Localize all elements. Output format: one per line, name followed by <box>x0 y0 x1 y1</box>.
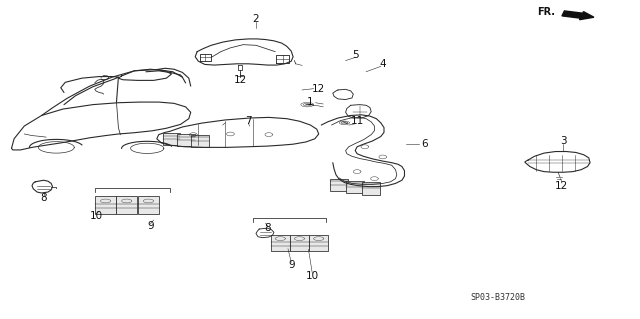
FancyBboxPatch shape <box>177 134 195 146</box>
Text: 8: 8 <box>264 223 271 234</box>
Text: 9: 9 <box>147 221 154 232</box>
Text: 12: 12 <box>234 75 246 85</box>
Text: 3: 3 <box>560 136 566 146</box>
Text: 12: 12 <box>556 181 568 191</box>
FancyBboxPatch shape <box>330 179 348 191</box>
FancyBboxPatch shape <box>346 181 364 193</box>
FancyBboxPatch shape <box>290 235 309 251</box>
Text: 11: 11 <box>351 116 364 126</box>
Text: 1: 1 <box>307 97 314 107</box>
FancyBboxPatch shape <box>362 182 380 195</box>
FancyBboxPatch shape <box>271 235 290 251</box>
Text: 10: 10 <box>306 271 319 281</box>
Text: 5: 5 <box>352 50 358 60</box>
Text: 7: 7 <box>245 115 252 126</box>
Text: 2: 2 <box>253 14 259 24</box>
Text: 9: 9 <box>288 260 294 270</box>
Text: 12: 12 <box>312 84 325 94</box>
Text: SP03-B3720B: SP03-B3720B <box>470 293 525 302</box>
FancyBboxPatch shape <box>95 196 116 214</box>
FancyBboxPatch shape <box>191 135 209 147</box>
Text: 10: 10 <box>90 211 102 221</box>
FancyBboxPatch shape <box>163 133 180 145</box>
FancyArrow shape <box>562 11 594 20</box>
FancyBboxPatch shape <box>309 235 328 251</box>
Text: FR.: FR. <box>538 7 556 17</box>
FancyBboxPatch shape <box>116 196 137 214</box>
Text: 8: 8 <box>40 193 47 204</box>
Text: 6: 6 <box>421 139 428 149</box>
Text: 4: 4 <box>380 59 386 69</box>
FancyBboxPatch shape <box>138 196 159 214</box>
